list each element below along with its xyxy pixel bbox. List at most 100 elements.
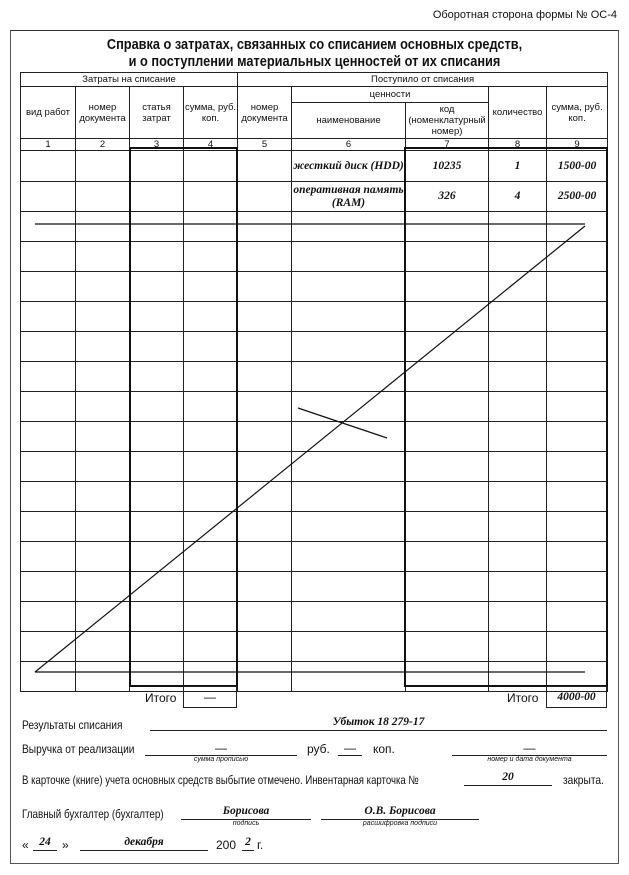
item-qty: 1 — [488, 150, 548, 182]
title-line-2: и о поступлении материальных ценностей о… — [128, 54, 501, 70]
date-year-suffix: г. — [257, 838, 264, 852]
revenue-amount: — — [145, 741, 297, 756]
revenue-amount-caption: сумма прописью — [193, 756, 249, 763]
empty-cell — [546, 391, 609, 422]
signature-caption: подпись — [232, 820, 260, 827]
empty-cell — [291, 301, 407, 332]
empty-cell — [182, 541, 239, 572]
strike-cross — [297, 407, 388, 439]
empty-cell — [20, 361, 76, 392]
empty-cell — [20, 601, 76, 632]
empty-cell — [405, 541, 490, 572]
empty-cell — [182, 421, 239, 452]
revenue-label: Выручка от реализации — [22, 742, 135, 756]
costs-table: Затраты на списание Поступило от списани… — [19, 72, 609, 692]
empty-table-row — [20, 361, 609, 392]
empty-cell — [75, 331, 130, 362]
date-year-digit: 2 — [242, 836, 254, 851]
kop-value: — — [338, 741, 362, 756]
accountant-label: Главный бухгалтер (бухгалтер) — [22, 807, 164, 821]
empty-cell — [75, 661, 130, 692]
total-value-left: — — [183, 686, 237, 708]
empty-cell — [182, 331, 239, 362]
empty-table-row — [20, 481, 609, 512]
card-closed: закрыта. — [563, 773, 604, 787]
col-header-8: количество — [488, 86, 548, 139]
bold-box-cols-7-9 — [404, 147, 608, 687]
empty-cell — [237, 391, 293, 422]
accountant-name: О.В. Борисова — [321, 805, 479, 820]
empty-cell — [182, 211, 239, 242]
col-header-9: сумма, руб. коп. — [546, 86, 609, 139]
revenue-doc: — — [452, 741, 607, 756]
empty-cell — [405, 271, 490, 302]
date-year-prefix: 200 — [216, 838, 237, 852]
empty-cell — [291, 211, 407, 242]
empty-cell — [129, 601, 184, 632]
date-month: декабря — [80, 836, 208, 851]
empty-cell — [182, 391, 239, 422]
empty-cell — [20, 391, 76, 422]
card-number: 20 — [464, 771, 552, 786]
empty-cell — [75, 451, 130, 482]
form-reference: Оборотная сторона формы № ОС-4 — [432, 9, 617, 21]
results-label: Результаты списания — [22, 718, 123, 732]
empty-cell — [182, 631, 239, 662]
empty-cell — [546, 421, 609, 452]
empty-table-row — [20, 391, 609, 422]
empty-cell — [546, 211, 609, 242]
total-value-right: 4000-00 — [546, 686, 607, 708]
empty-table-row — [20, 511, 609, 542]
empty-cell — [405, 631, 490, 662]
empty-cell — [237, 571, 293, 602]
empty-cell — [237, 241, 293, 272]
empty-cell — [405, 211, 490, 242]
empty-cell — [75, 271, 130, 302]
empty-cell — [546, 601, 609, 632]
results-value: Убыток 18 279-17 — [150, 716, 607, 731]
empty-cell — [291, 391, 407, 422]
empty-table-row — [20, 301, 609, 332]
col-header-6: наименование — [291, 102, 407, 139]
empty-cell — [488, 451, 548, 482]
empty-cell — [546, 271, 609, 302]
empty-cell — [75, 421, 130, 452]
form-frame — [10, 30, 619, 864]
date-day: 24 — [33, 836, 57, 851]
empty-cell — [20, 541, 76, 572]
item-name: жесткий диск (HDD) — [291, 150, 407, 182]
item-name: оперативная память (RAM) — [291, 181, 407, 212]
empty-cell — [182, 241, 239, 272]
empty-cell — [546, 631, 609, 662]
empty-cell — [405, 451, 490, 482]
empty-cell — [488, 541, 548, 572]
revenue-doc-caption: номер и дата документа — [487, 756, 572, 763]
empty-cell — [129, 241, 184, 272]
page-title: Справка о затратах, связанных со списани… — [38, 37, 592, 71]
rub-label: руб. — [307, 742, 330, 756]
name-caption: расшифровка подписи — [362, 820, 438, 827]
empty-cell — [488, 301, 548, 332]
accountant-signature: Борисова — [181, 805, 311, 820]
empty-cell — [405, 391, 490, 422]
empty-cell — [129, 391, 184, 422]
empty-table-row — [20, 331, 609, 362]
empty-cell — [291, 661, 407, 692]
strike-diagonal — [34, 225, 586, 673]
empty-cell — [75, 541, 130, 572]
date-open-quote: « — [22, 838, 29, 852]
total-label-right: Итого — [507, 691, 539, 705]
empty-cell — [237, 511, 293, 542]
empty-cell — [546, 361, 609, 392]
card-text: В карточке (книге) учета основных средст… — [22, 773, 419, 787]
empty-cell — [291, 571, 407, 602]
empty-cell — [75, 511, 130, 542]
empty-cell — [237, 361, 293, 392]
empty-cell — [291, 451, 407, 482]
empty-cell — [182, 481, 239, 512]
col-header-3: статья затрат — [129, 86, 184, 139]
empty-table-row — [20, 211, 609, 242]
title-line-1: Справка о затратах, связанных со списани… — [106, 37, 523, 53]
empty-cell — [237, 661, 293, 692]
